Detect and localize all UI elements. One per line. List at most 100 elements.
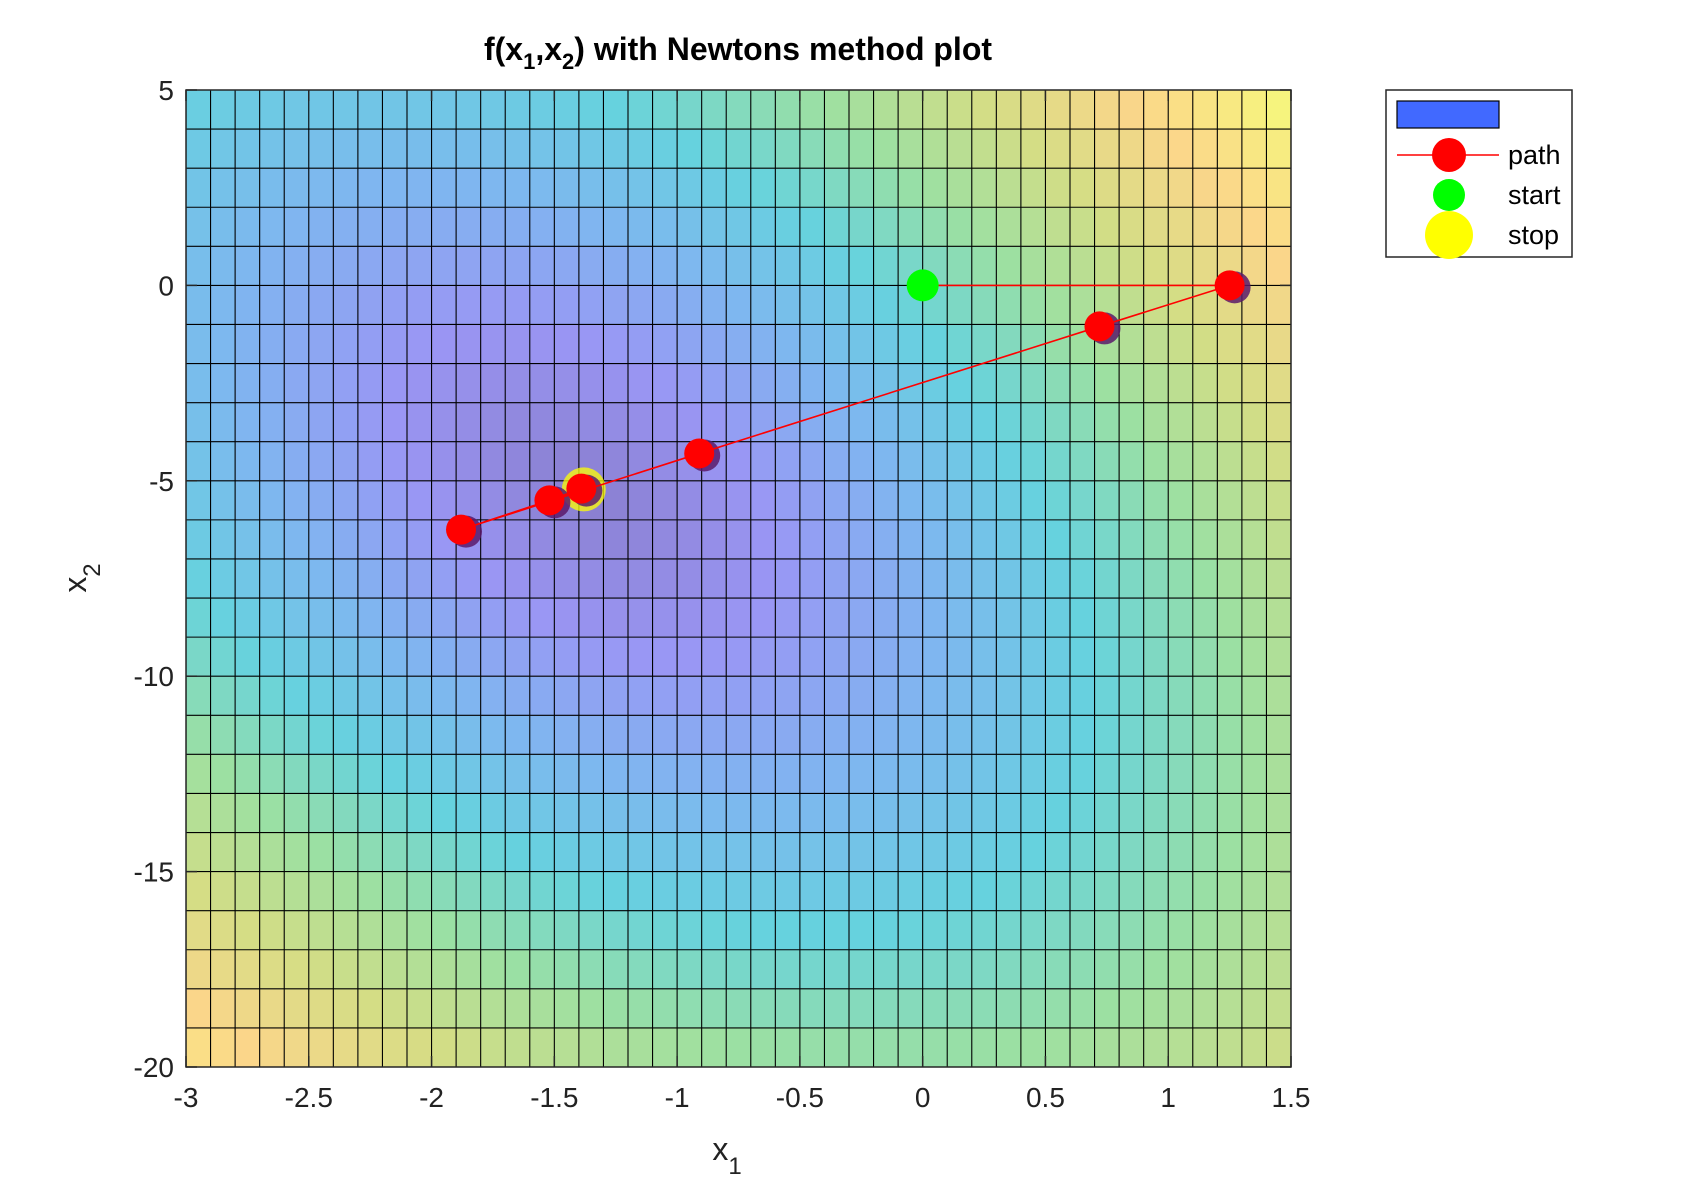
surface-cell xyxy=(333,441,359,482)
surface-cell xyxy=(947,793,973,834)
surface-cell xyxy=(1192,910,1218,951)
surface-cell xyxy=(456,168,482,208)
surface-cell xyxy=(996,988,1022,1029)
surface-cell xyxy=(799,637,826,677)
surface-cell xyxy=(480,910,506,951)
surface-cell xyxy=(357,363,384,404)
surface-cell xyxy=(308,558,334,599)
surface-cell xyxy=(1192,793,1218,834)
surface-cell xyxy=(726,129,752,169)
surface-cell xyxy=(750,910,776,951)
surface-cell xyxy=(824,754,850,795)
legend-path-marker xyxy=(1432,138,1466,172)
surface-cell xyxy=(1241,441,1268,482)
surface-cell xyxy=(1192,871,1218,912)
surface-cell xyxy=(284,168,310,208)
surface-cell xyxy=(652,793,678,834)
surface-cell xyxy=(554,754,580,795)
surface-cell xyxy=(849,519,875,560)
surface-cell xyxy=(1119,558,1145,599)
surface-cell xyxy=(259,285,285,326)
surface-cell xyxy=(431,558,457,599)
surface-cell xyxy=(1143,637,1169,677)
surface-cell xyxy=(210,324,236,365)
surface-cell xyxy=(235,910,261,951)
surface-cell xyxy=(971,90,997,130)
surface-cell xyxy=(873,754,899,795)
surface-cell xyxy=(1020,676,1047,716)
surface-cell xyxy=(529,793,555,834)
surface-cell xyxy=(922,754,948,795)
surface-cell xyxy=(333,129,359,169)
surface-cell xyxy=(996,598,1022,638)
surface-cell xyxy=(652,832,678,873)
surface-cell xyxy=(1070,363,1096,404)
surface-cell xyxy=(775,90,801,130)
surface-cell xyxy=(1266,402,1291,443)
surface-cell xyxy=(357,988,384,1029)
surface-cell xyxy=(1143,598,1169,638)
surface-cell xyxy=(849,363,875,404)
surface-cell xyxy=(898,676,924,716)
surface-cell xyxy=(947,988,973,1029)
surface-cell xyxy=(824,598,850,638)
surface-cell xyxy=(456,207,482,247)
surface-cell xyxy=(628,363,654,404)
surface-cell xyxy=(996,754,1022,795)
surface-cell xyxy=(333,90,359,130)
surface-cell xyxy=(873,1027,899,1067)
surface-cell xyxy=(922,441,948,482)
surface-cell xyxy=(1168,715,1194,755)
surface-cell xyxy=(750,324,776,365)
surface-cell xyxy=(1168,480,1194,521)
surface-cell xyxy=(431,988,457,1029)
surface-cell xyxy=(898,988,924,1029)
surface-cell xyxy=(799,246,826,286)
y-tick-label: -10 xyxy=(134,661,174,692)
surface-cell xyxy=(1217,598,1243,638)
surface-cell xyxy=(407,871,433,912)
surface-cell xyxy=(186,1027,212,1067)
surface-cell xyxy=(775,558,801,599)
surface-cell xyxy=(1094,949,1120,990)
surface-cell xyxy=(210,90,236,130)
surface-cell xyxy=(1020,519,1047,560)
surface-cell xyxy=(652,285,678,326)
surface-cell xyxy=(701,832,727,873)
surface-cell xyxy=(505,598,531,638)
surface-cell xyxy=(603,402,629,443)
surface-cell xyxy=(333,715,359,755)
surface-cell xyxy=(505,207,531,247)
surface-cell xyxy=(799,129,826,169)
surface-cell xyxy=(799,871,826,912)
surface-cell xyxy=(186,363,212,404)
surface-cell xyxy=(308,832,334,873)
axes-box xyxy=(185,89,1292,1068)
y-axis-label: x2 xyxy=(57,563,106,592)
surface-cell xyxy=(308,90,334,130)
surface-cell xyxy=(603,637,629,677)
surface-cell xyxy=(775,285,801,326)
surface-cell xyxy=(849,832,875,873)
surface-cell xyxy=(824,793,850,834)
surface-cell xyxy=(873,402,899,443)
surface-cell xyxy=(284,754,310,795)
surface-cell xyxy=(357,207,384,247)
surface-cell xyxy=(1020,285,1047,326)
surface-cell xyxy=(849,754,875,795)
surface-cell xyxy=(578,324,605,365)
surface-cell xyxy=(603,715,629,755)
surface-cell xyxy=(677,129,703,169)
surface-cell xyxy=(947,519,973,560)
surface-cell xyxy=(1020,207,1047,247)
surface-cell xyxy=(1119,1027,1145,1067)
surface-cell xyxy=(235,480,261,521)
surface-cell xyxy=(775,793,801,834)
surface-cell xyxy=(947,871,973,912)
surface-cell xyxy=(284,324,310,365)
surface-cell xyxy=(603,676,629,716)
y-tick-label: 5 xyxy=(158,75,174,106)
surface-cell xyxy=(898,207,924,247)
surface-cell xyxy=(529,910,555,951)
surface-cell xyxy=(1020,832,1047,873)
